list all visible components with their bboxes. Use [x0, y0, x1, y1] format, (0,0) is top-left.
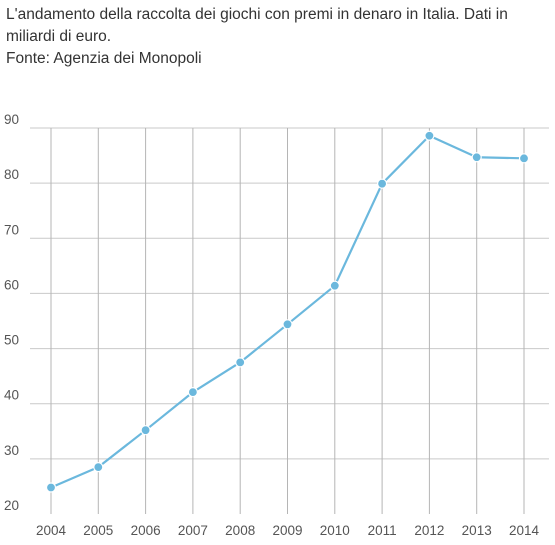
- horizontal-gridlines: [30, 127, 549, 460]
- x-tick-label-2005: 2005: [83, 523, 113, 538]
- chart-header: L'andamento della raccolta dei giochi co…: [6, 4, 551, 70]
- data-point-2007: [187, 387, 198, 398]
- x-axis-labels: 2004 2005 2006 2007 2008 2009 2010 2011 2012 2013…: [36, 523, 540, 538]
- chart-source: Fonte: Agenzia dei Monopoli: [6, 50, 202, 67]
- data-point-2010: [329, 280, 340, 291]
- series-layer: [45, 130, 530, 493]
- y-tick-label-60: 60: [4, 277, 19, 292]
- x-tick-label-2014: 2014: [509, 523, 540, 538]
- y-tick-label-70: 70: [4, 222, 19, 237]
- x-tick-label-2004: 2004: [36, 523, 67, 538]
- x-tick-label-2007: 2007: [178, 523, 208, 538]
- x-tick-label-2006: 2006: [131, 523, 161, 538]
- x-tick-label-2011: 2011: [368, 523, 397, 538]
- y-tick-label-30: 30: [4, 443, 19, 458]
- x-tick-label-2013: 2013: [462, 523, 492, 538]
- data-point-2006: [140, 425, 151, 436]
- data-point-2004: [45, 482, 57, 493]
- data-point-2009: [282, 319, 293, 330]
- x-tick-label-2012: 2012: [414, 523, 444, 538]
- y-tick-label-80: 80: [4, 167, 19, 182]
- y-tick-label-40: 40: [4, 388, 19, 403]
- y-tick-label-50: 50: [4, 333, 19, 348]
- data-point-2011: [377, 178, 388, 189]
- data-point-2005: [93, 462, 104, 473]
- x-tick-label-2009: 2009: [272, 523, 302, 538]
- data-point-2013: [471, 152, 482, 163]
- x-tick-label-2010: 2010: [320, 523, 350, 538]
- y-tick-label-90: 90: [4, 112, 19, 127]
- data-point-2012: [424, 130, 435, 141]
- data-point-2008: [235, 357, 246, 368]
- x-tick-label-2008: 2008: [225, 523, 255, 538]
- data-point-2014: [518, 153, 530, 164]
- chart-title: L'andamento della raccolta dei giochi co…: [6, 6, 508, 45]
- y-tick-label-20: 20: [4, 498, 19, 513]
- y-axis-labels: 20 30 40 50 60 70 80 90: [4, 112, 19, 513]
